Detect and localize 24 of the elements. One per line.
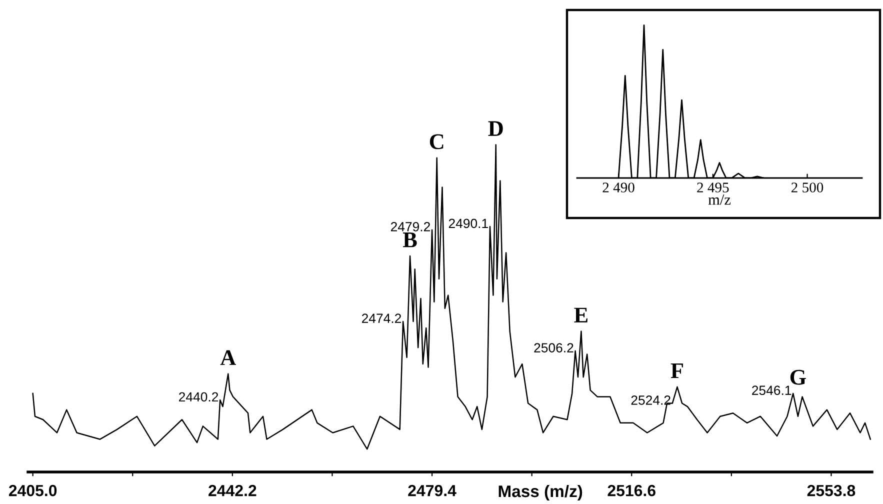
- annotation: 2506.2: [534, 343, 574, 352]
- x-tick-label: 2 490: [602, 182, 634, 192]
- annotation: 2546.1: [752, 386, 792, 396]
- annotation: F: [670, 363, 683, 378]
- annotation: E: [574, 308, 588, 322]
- annotation: 2490.1: [448, 218, 488, 228]
- annotation: 2479.2: [390, 222, 430, 232]
- x-tick-label: 2 495: [697, 182, 729, 192]
- x-axis-title: Mass (m/z): [498, 484, 582, 500]
- x-tick-label: 2 500: [792, 182, 824, 192]
- annotation: 2474.2: [362, 314, 402, 323]
- x-axis-title: m/z: [708, 194, 731, 205]
- annotation: A: [220, 350, 236, 365]
- annotation: C: [430, 134, 444, 150]
- x-tick-label: 2516.6: [608, 484, 656, 496]
- annotation: G: [790, 370, 806, 385]
- x-tick-label: 2405.0: [8, 484, 57, 496]
- annotation: 2440.2: [179, 392, 218, 402]
- x-tick-label: 2479.4: [408, 484, 456, 496]
- x-tick-label: 2442.2: [208, 484, 256, 496]
- annotation: D: [488, 121, 503, 136]
- annotation: 2524.2: [631, 395, 670, 405]
- x-tick-label: 2553.8: [807, 484, 856, 496]
- annotation: B: [402, 232, 417, 248]
